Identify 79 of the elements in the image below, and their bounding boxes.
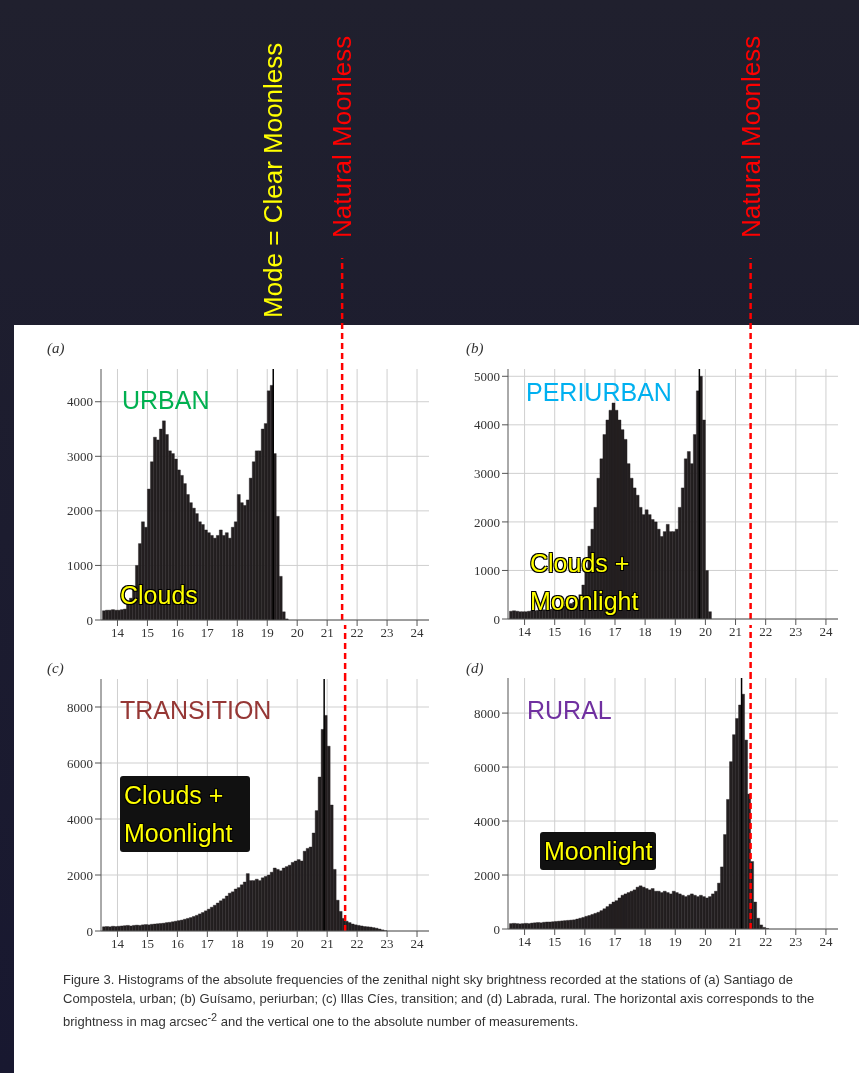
x-tick-label: 22 xyxy=(350,625,364,641)
y-tick-label: 4000 xyxy=(474,813,500,829)
x-tick-label: 17 xyxy=(608,934,622,950)
y-tick-label: 0 xyxy=(86,923,93,939)
x-tick-label: 17 xyxy=(608,624,622,640)
y-tick-label: 6000 xyxy=(474,759,500,775)
x-tick-label: 20 xyxy=(698,934,712,950)
y-tick-label: 2000 xyxy=(474,867,500,883)
ref-line-label: Natural Moonless xyxy=(735,35,766,238)
x-tick-label: 17 xyxy=(200,936,215,952)
x-tick-label: 22 xyxy=(759,934,773,950)
y-tick-label: 1000 xyxy=(67,558,93,574)
y-tick-label: 2000 xyxy=(474,514,500,530)
y-tick-label: 4000 xyxy=(474,417,500,433)
y-tick-label: 1000 xyxy=(474,563,500,579)
x-tick-label: 19 xyxy=(668,624,682,640)
ref-line-label: Mode = Clear Moonless xyxy=(258,42,289,318)
x-tick-label: 18 xyxy=(638,934,652,950)
x-tick-label: 18 xyxy=(230,625,244,641)
x-tick-label: 15 xyxy=(548,934,562,950)
x-tick-label: 14 xyxy=(110,625,125,641)
x-tick-label: 24 xyxy=(410,936,425,952)
x-tick-label: 15 xyxy=(140,625,154,641)
y-tick-label: 0 xyxy=(86,612,93,628)
x-tick-label: 21 xyxy=(729,934,743,950)
x-tick-label: 21 xyxy=(320,936,334,952)
y-tick-label: 4000 xyxy=(67,811,93,827)
x-tick-label: 22 xyxy=(759,624,773,640)
annotation: RURAL xyxy=(527,696,612,725)
x-tick-label: 15 xyxy=(140,936,154,952)
x-tick-label: 15 xyxy=(548,624,562,640)
x-tick-label: 18 xyxy=(230,936,244,952)
y-tick-label: 2000 xyxy=(67,867,93,883)
y-tick-label: 2000 xyxy=(67,503,93,519)
chart-title: (d) xyxy=(466,660,484,677)
x-tick-label: 22 xyxy=(350,936,364,952)
x-tick-label: 19 xyxy=(260,936,274,952)
annotation: Moonlight xyxy=(540,832,657,870)
ref-line-label: Natural Moonless xyxy=(327,35,358,238)
annotation: PERIURBAN xyxy=(526,378,672,407)
y-tick-label: 6000 xyxy=(67,755,93,771)
x-tick-label: 14 xyxy=(518,624,532,640)
annotation: Clouds + Moonlight xyxy=(120,776,250,852)
y-tick-label: 4000 xyxy=(67,394,93,410)
x-tick-label: 16 xyxy=(170,625,185,641)
x-tick-label: 19 xyxy=(668,934,682,950)
x-tick-label: 23 xyxy=(380,936,394,952)
y-tick-label: 3000 xyxy=(67,448,93,464)
y-tick-label: 8000 xyxy=(474,705,500,721)
annotation: URBAN xyxy=(122,386,210,415)
y-tick-label: 8000 xyxy=(67,699,93,715)
x-tick-label: 23 xyxy=(789,624,803,640)
x-tick-label: 20 xyxy=(698,624,712,640)
x-tick-label: 19 xyxy=(260,625,274,641)
chart-title: (b) xyxy=(466,340,484,357)
x-tick-label: 17 xyxy=(200,625,215,641)
x-tick-label: 24 xyxy=(819,934,833,950)
y-tick-label: 0 xyxy=(493,611,500,627)
chart-title: (a) xyxy=(47,340,65,357)
annotation: TRANSITION xyxy=(120,696,272,725)
x-tick-label: 20 xyxy=(290,625,304,641)
caption: Figure 3. Histograms of the absolute frequencies of the zenithal night sky brightness recorded at the stations of (a) Santiago de Compostela, urban; (b) Guísamo, periurban; (c) Illas Cíes, transition; and (d) Labrada, rural. The horizontal axis corresponds to the brightness in mag arcsec$^{-2}$ and the vertical one to the absolute number of measurements. xyxy=(63,971,816,1032)
x-tick-label: 16 xyxy=(170,936,185,952)
x-tick-label: 23 xyxy=(789,934,803,950)
x-tick-label: 14 xyxy=(110,936,125,952)
x-tick-label: 23 xyxy=(380,625,394,641)
y-tick-label: 3000 xyxy=(474,465,500,481)
x-tick-label: 14 xyxy=(518,934,532,950)
x-tick-label: 21 xyxy=(729,624,743,640)
x-tick-label: 16 xyxy=(578,624,592,640)
y-tick-label: 5000 xyxy=(474,368,500,384)
x-tick-label: 18 xyxy=(638,624,652,640)
chart-title: (c) xyxy=(47,660,64,677)
x-tick-label: 21 xyxy=(320,625,334,641)
x-tick-label: 16 xyxy=(578,934,592,950)
y-tick-label: 0 xyxy=(493,921,500,937)
x-tick-label: 20 xyxy=(290,936,304,952)
x-tick-label: 24 xyxy=(410,625,425,641)
x-tick-label: 24 xyxy=(819,624,833,640)
